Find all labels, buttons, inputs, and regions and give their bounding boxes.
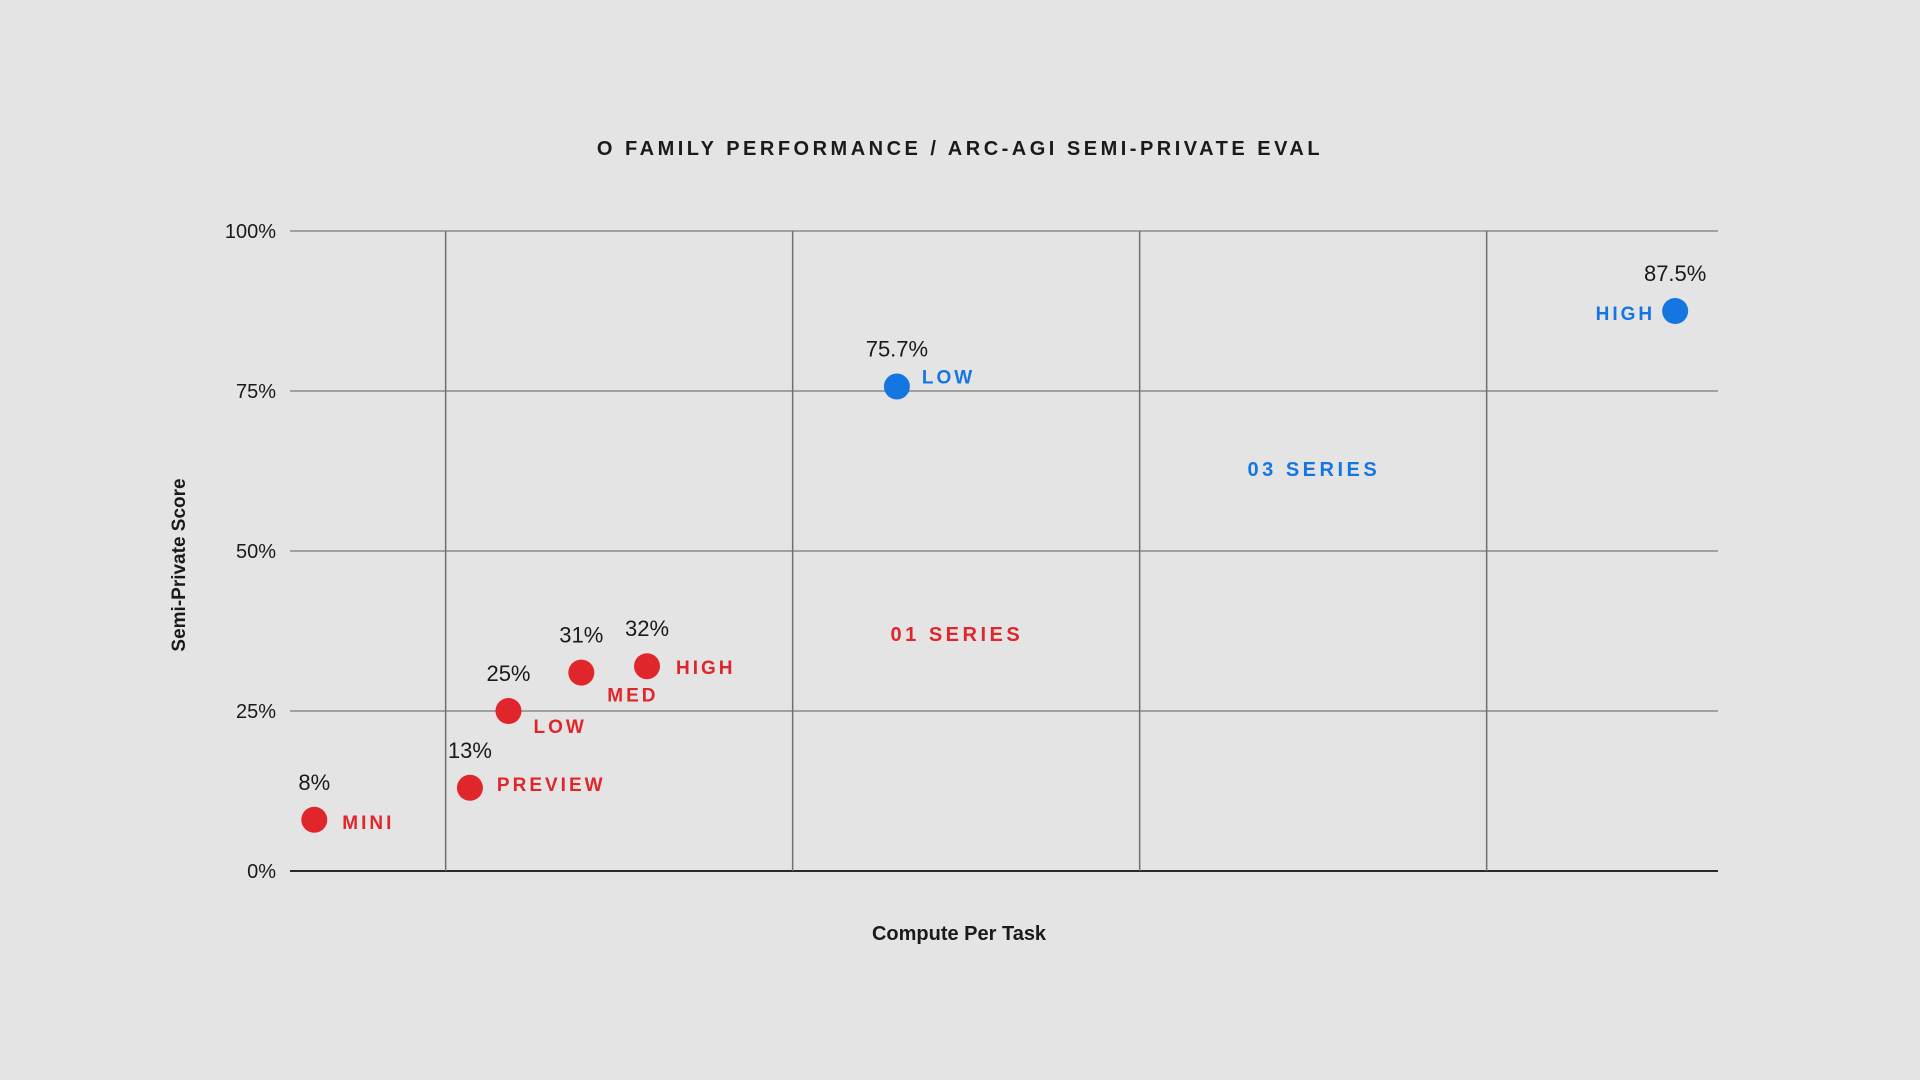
data-value-label: 87.5%: [1644, 261, 1706, 286]
y-tick-label: 50%: [236, 541, 276, 563]
data-point: [883, 373, 910, 400]
y-tick-label: 0%: [247, 861, 276, 883]
data-point: [634, 653, 660, 680]
data-value-label: 32%: [625, 616, 669, 641]
data-value-label: 31%: [559, 623, 603, 648]
data-value-label: 13%: [448, 738, 492, 763]
y-axis-label: Semi-Private Score: [169, 478, 190, 651]
data-point: [456, 774, 483, 801]
data-point-tag: PREVIEW: [497, 775, 606, 796]
series-layer: 01 SERIES 8% MINI 13%PREVIEW 25% LOW 31% MED 32%…: [298, 261, 1706, 834]
data-value-label: 8%: [298, 770, 330, 795]
chart-title: O FAMILY PERFORMANCE / ARC-AGI SEMI-PRIV…: [597, 138, 1323, 160]
series-01: 01 SERIES 8% MINI 13%PREVIEW 25% LOW 31% MED 32%…: [298, 616, 1024, 834]
y-tick-labels: 0% 25% 50% 75% 100%: [225, 221, 276, 883]
data-point: [301, 806, 328, 833]
data-point-tag: MED: [607, 686, 658, 707]
data-point: [1662, 298, 1689, 324]
data-value-label: 25%: [486, 661, 530, 686]
y-tick-label: 75%: [236, 381, 276, 403]
data-point-tag: LOW: [922, 368, 975, 389]
y-tick-label: 100%: [225, 221, 276, 243]
y-tick-label: 25%: [236, 701, 276, 723]
data-value-label: 75.7%: [866, 337, 928, 362]
data-point-tag: HIGH: [676, 658, 736, 679]
data-point-tag: LOW: [533, 717, 586, 738]
data-point-tag: HIGH: [1596, 304, 1656, 325]
x-axis-label: Compute Per Task: [872, 923, 1047, 945]
data-point: [495, 698, 522, 724]
series-label: 01 SERIES: [891, 624, 1024, 646]
data-point: [568, 659, 595, 686]
data-point-tag: MINI: [342, 813, 394, 834]
series-label: 03 SERIES: [1248, 459, 1381, 481]
grid: [290, 230, 1718, 872]
series-03: 03 SERIES 75.7% LOW 87.5% HIGH: [866, 261, 1707, 481]
